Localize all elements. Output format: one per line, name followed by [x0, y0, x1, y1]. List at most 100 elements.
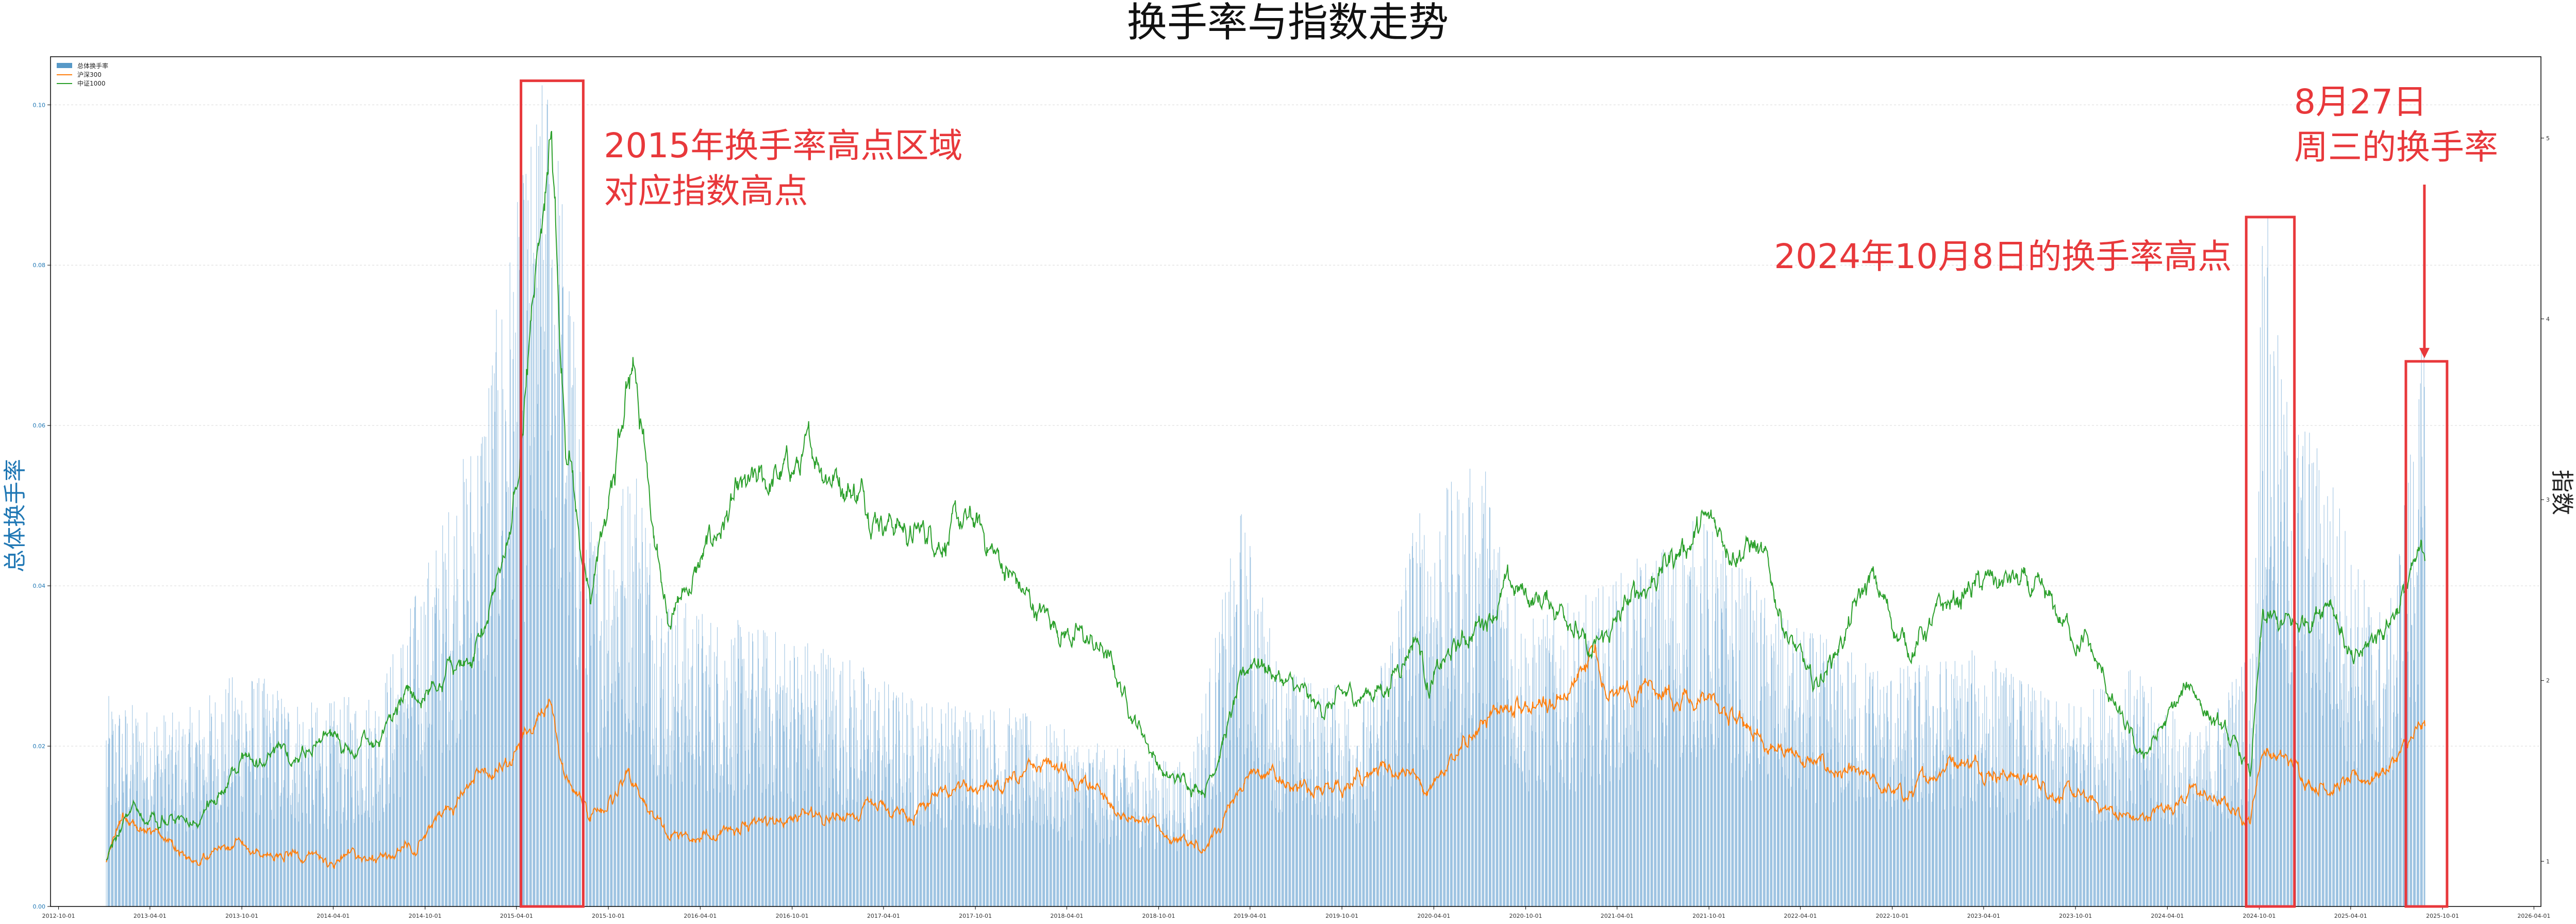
- turnover-bar: [1092, 767, 1093, 906]
- turnover-bar: [428, 563, 429, 906]
- turnover-bar: [1743, 728, 1744, 906]
- turnover-bar: [1109, 844, 1110, 906]
- turnover-bar: [2393, 712, 2394, 906]
- turnover-bar: [639, 727, 640, 906]
- turnover-bar: [1964, 734, 1965, 906]
- turnover-bar: [1676, 711, 1677, 906]
- turnover-bar: [597, 756, 599, 906]
- turnover-bar: [1506, 628, 1507, 906]
- turnover-bar: [1764, 618, 1765, 906]
- turnover-bar: [338, 741, 339, 906]
- turnover-bar: [2010, 722, 2012, 906]
- turnover-bar: [2417, 575, 2418, 906]
- turnover-bar: [2151, 687, 2152, 906]
- turnover-bar: [1282, 812, 1283, 906]
- turnover-bar: [1611, 716, 1613, 906]
- turnover-bar: [2102, 689, 2103, 906]
- turnover-bar: [234, 711, 235, 906]
- turnover-bar: [632, 546, 633, 906]
- turnover-bar: [190, 757, 191, 906]
- turnover-bar: [1085, 772, 1086, 906]
- turnover-bar: [680, 706, 682, 906]
- turnover-bar: [1187, 843, 1188, 906]
- turnover-bar: [1538, 637, 1539, 906]
- turnover-bar: [2112, 717, 2113, 906]
- turnover-bar: [414, 607, 415, 906]
- turnover-bar: [522, 410, 523, 906]
- turnover-bar: [1008, 825, 1009, 906]
- turnover-bar: [401, 668, 402, 906]
- turnover-bar: [421, 723, 422, 906]
- turnover-bar: [928, 785, 929, 906]
- turnover-bar: [675, 625, 676, 906]
- turnover-bar: [783, 685, 784, 906]
- turnover-bar: [670, 774, 671, 906]
- x-tick-label: 2020-10-01: [1509, 913, 1542, 919]
- turnover-bar: [2394, 685, 2395, 906]
- turnover-bar: [1394, 687, 1395, 906]
- turnover-bar: [480, 456, 481, 906]
- turnover-bar: [1067, 745, 1068, 906]
- turnover-bar: [661, 618, 662, 906]
- turnover-bar: [1104, 750, 1105, 906]
- turnover-bar: [506, 492, 507, 906]
- turnover-bar: [2249, 720, 2250, 906]
- turnover-bar: [638, 599, 639, 906]
- x-tick-label: 2018-04-01: [1050, 913, 1083, 919]
- turnover-bar: [787, 793, 788, 906]
- turnover-bar: [1967, 688, 1968, 906]
- turnover-bar: [600, 635, 601, 906]
- turnover-bar: [702, 614, 703, 906]
- turnover-bar: [1851, 652, 1852, 906]
- turnover-bar: [1102, 808, 1103, 906]
- turnover-bar: [1859, 708, 1860, 906]
- turnover-bar: [2013, 676, 2014, 906]
- turnover-bar: [628, 662, 629, 906]
- turnover-bar: [513, 431, 514, 906]
- turnover-bar: [1311, 815, 1312, 906]
- turnover-bar: [467, 504, 468, 906]
- turnover-bar: [161, 750, 162, 906]
- turnover-bar: [751, 689, 752, 906]
- turnover-bar: [2218, 709, 2219, 906]
- turnover-bar: [1522, 770, 1523, 906]
- turnover-bar: [893, 692, 894, 906]
- turnover-bar: [974, 822, 975, 906]
- turnover-bar: [1093, 799, 1094, 906]
- turnover-bar: [2072, 747, 2073, 906]
- turnover-bar: [587, 674, 588, 906]
- turnover-bar: [1342, 813, 1343, 906]
- turnover-bar: [1603, 663, 1604, 906]
- turnover-bar: [1574, 717, 1575, 906]
- turnover-bar: [503, 578, 504, 906]
- turnover-bar: [1613, 585, 1614, 906]
- turnover-bar: [624, 596, 625, 906]
- turnover-bar: [302, 813, 303, 906]
- turnover-bar: [1717, 577, 1718, 906]
- turnover-bar: [2207, 797, 2208, 906]
- turnover-bar: [1746, 578, 1747, 906]
- turnover-bar: [2305, 556, 2306, 906]
- turnover-bar: [492, 365, 493, 906]
- turnover-bar: [868, 684, 869, 906]
- turnover-bar: [1675, 552, 1676, 906]
- turnover-bar: [2418, 509, 2419, 906]
- turnover-bar: [1455, 636, 1456, 906]
- turnover-bar: [372, 822, 373, 906]
- turnover-bar: [745, 690, 746, 906]
- turnover-bar: [417, 665, 418, 906]
- turnover-bar: [1469, 507, 1470, 906]
- turnover-bar: [1528, 770, 1530, 906]
- turnover-bar: [2390, 598, 2391, 906]
- turnover-bar: [692, 629, 693, 906]
- y-left-tick-label: 0.08: [33, 262, 46, 269]
- turnover-bar: [636, 478, 637, 906]
- turnover-bar: [1581, 772, 1582, 906]
- turnover-bar: [2132, 758, 2133, 906]
- turnover-bar: [613, 570, 614, 906]
- turnover-bar: [1844, 745, 1845, 906]
- turnover-bar: [224, 790, 225, 906]
- turnover-bar: [1380, 772, 1381, 906]
- turnover-bar: [2326, 565, 2328, 906]
- turnover-bar: [306, 813, 307, 906]
